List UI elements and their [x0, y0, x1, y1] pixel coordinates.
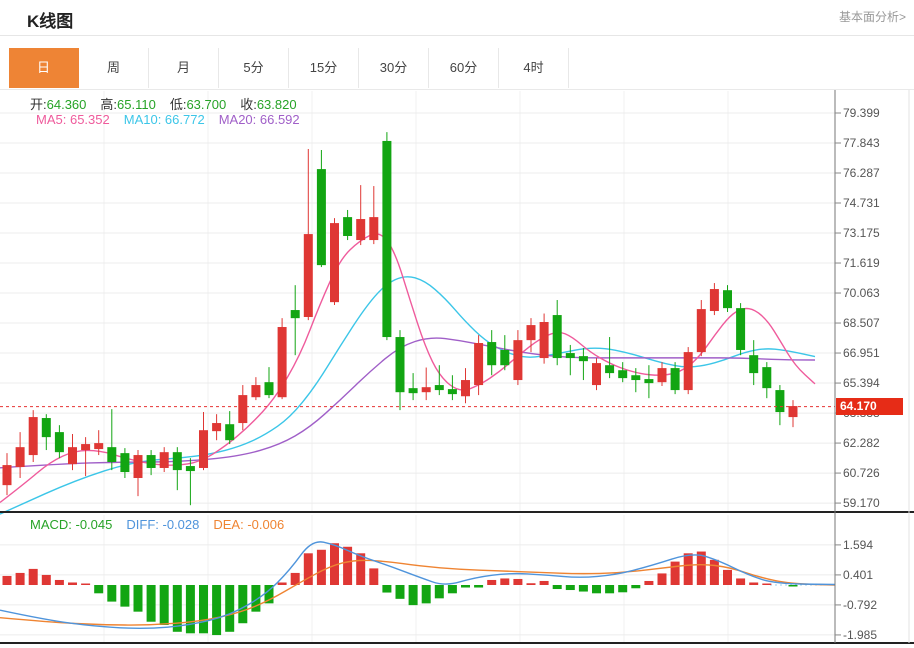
- period-tab[interactable]: 日: [9, 48, 79, 88]
- legend-ma-ma10: MA10: 66.772: [123, 112, 205, 127]
- latest-price-badge: 64.170: [836, 398, 903, 416]
- period-tab[interactable]: 月: [149, 48, 219, 88]
- period-tab[interactable]: 60分: [429, 48, 499, 88]
- legend-ohlc-close: 收:63.820: [240, 97, 297, 112]
- macd-axis-label: 1.594: [843, 537, 874, 552]
- period-tabbar: 日周月 5分 15分 30分 60分 4时: [9, 48, 569, 88]
- title-separator: [0, 35, 914, 36]
- price-axis-label: 79.399: [843, 106, 880, 120]
- period-tab[interactable]: 30分: [359, 48, 429, 88]
- price-axis-label: 59.170: [843, 496, 880, 511]
- legend-macd-macd: MACD: -0.045: [30, 517, 113, 532]
- price-axis-label: 71.619: [843, 256, 880, 271]
- ma-legend: MA5: 65.352 MA10: 66.772 MA20: 66.592: [36, 112, 314, 127]
- macd-axis-label: -0.792: [843, 597, 878, 612]
- price-axis-label: 68.507: [843, 316, 880, 331]
- legend-ma-ma5: MA5: 65.352: [36, 112, 110, 127]
- period-tab[interactable]: 4时: [499, 48, 569, 88]
- fundamental-analysis-link[interactable]: 基本面分析>: [838, 10, 906, 24]
- ohlc-legend: 开:64.360 高:65.110 低:63.700 收:63.820: [30, 94, 311, 113]
- price-axis-label: 77.843: [843, 136, 880, 150]
- period-tab[interactable]: 5分: [219, 48, 289, 88]
- price-axis-label: 70.063: [843, 286, 880, 301]
- legend-ohlc-low: 低:63.700: [169, 97, 227, 112]
- legend-macd-diff: DIFF: -0.028: [126, 517, 200, 532]
- price-axis-label: 73.175: [843, 226, 880, 241]
- price-axis-label: 65.394: [843, 376, 880, 391]
- page-title: K线图: [27, 12, 74, 31]
- price-axis-label: 74.731: [843, 196, 880, 210]
- price-axis-label: 66.951: [843, 346, 880, 361]
- period-tab[interactable]: 周: [79, 48, 149, 88]
- price-axis-label: 76.287: [843, 166, 880, 180]
- macd-axis-label: -1.985: [843, 627, 878, 642]
- macd-axis-label: 0.401: [843, 567, 874, 582]
- legend-macd-dea: DEA: -0.006: [213, 517, 285, 532]
- legend-ohlc-high: 高:65.110: [100, 97, 156, 112]
- chart-top-border: [0, 89, 914, 90]
- period-tab[interactable]: 15分: [289, 48, 359, 88]
- price-axis-label: 60.726: [843, 466, 880, 481]
- legend-ohlc-open: 开:64.360: [30, 97, 87, 112]
- legend-ma-ma20: MA20: 66.592: [218, 112, 300, 127]
- macd-legend: MACD: -0.045 DIFF: -0.028 DEA: -0.006: [30, 517, 298, 532]
- price-axis-label: 62.282: [843, 436, 880, 451]
